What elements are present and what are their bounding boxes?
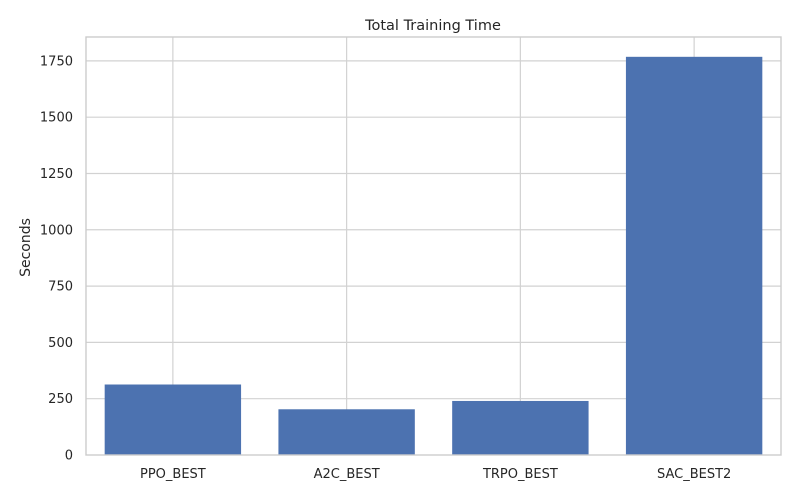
bar-trpo-best <box>452 400 589 455</box>
y-tick-label: 1250 <box>40 167 73 182</box>
chart-title: Total Training Time <box>364 18 501 34</box>
x-tick-labels: PPO_BEST A2C_BEST TRPO_BEST SAC_BEST2 <box>140 467 731 482</box>
y-tick-label: 250 <box>48 392 73 407</box>
y-tick-label: 750 <box>48 280 73 295</box>
y-tick-label: 500 <box>48 336 73 351</box>
y-axis-label: Seconds <box>18 218 34 277</box>
y-tick-label: 1750 <box>40 54 73 69</box>
bar-a2c-best <box>278 409 415 455</box>
bar-sac-best2 <box>625 56 763 455</box>
x-tick-label: PPO_BEST <box>140 467 206 482</box>
bars <box>104 56 763 455</box>
x-tick-label: SAC_BEST2 <box>657 467 731 482</box>
axes-frame <box>85 36 782 456</box>
x-tick-label: A2C_BEST <box>314 467 380 482</box>
y-tick-label: 1000 <box>40 223 73 238</box>
bar-ppo-best <box>104 384 242 455</box>
y-tick-label: 1500 <box>40 111 73 126</box>
y-tick-label: 0 <box>65 449 73 464</box>
x-tick-label: TRPO_BEST <box>482 467 558 482</box>
y-tick-labels: 0 250 500 750 1000 1250 1500 1750 <box>40 54 73 463</box>
